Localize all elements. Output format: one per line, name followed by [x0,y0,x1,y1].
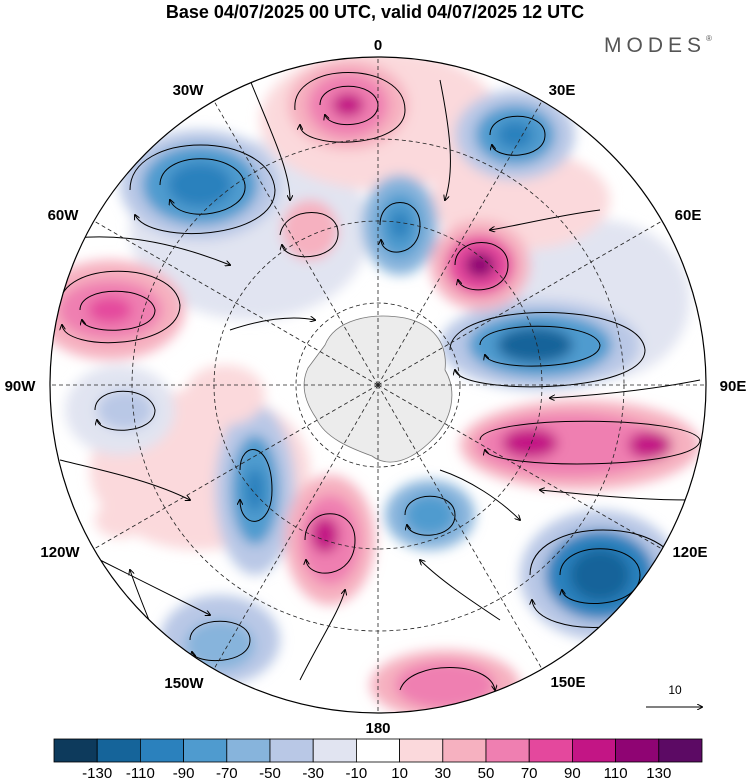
colorbar-tick-label: 50 [477,765,495,782]
lon-label-30w: 30W [173,82,205,99]
colorbar-swatch [53,738,98,763]
lon-label-150e: 150E [550,674,585,691]
lon-label-120w: 120W [40,544,80,561]
lon-label-90e: 90E [720,378,747,395]
reference-vector-label: 10 [668,683,682,697]
colorbar-swatch [139,738,184,763]
colorbar-tick-label: 90 [564,765,581,782]
lon-label-90w: 90W [5,378,37,395]
colorbar-tick-label: 130 [646,765,672,782]
colorbar-tick-label: 70 [520,765,538,782]
colorbar-swatch [183,738,228,763]
lon-label-180: 180 [365,720,390,737]
colorbar-tick-label: -30 [302,765,325,782]
modes-logo: MODES® [604,34,712,57]
colorbar-tick-label: -90 [172,765,195,782]
colorbar-swatch [96,738,141,763]
colorbar-swatch [355,738,400,763]
streamlines [60,72,701,691]
colorbar-swatch [572,738,617,763]
colorbar-swatch [528,738,573,763]
anomaly-field [50,57,706,713]
graticule [50,57,706,713]
lon-label-0: 0 [374,37,382,54]
colorbar-swatch [658,738,703,763]
lon-label-60e: 60E [675,207,702,224]
lon-label-60w: 60W [48,207,80,224]
map-title: Base 04/07/2025 00 UTC, valid 04/07/2025… [165,2,585,22]
colorbar-tick-label: -130 [82,765,113,782]
map-boundary [49,56,707,714]
colorbar-tick-label: -10 [345,765,368,782]
colorbar-swatch [442,738,487,763]
colorbar-swatch [312,738,357,763]
colorbar-tick-label: -70 [215,765,238,782]
lon-label-150w: 150W [164,675,204,692]
lon-label-120e: 120E [672,544,707,561]
colorbar [53,738,703,763]
colorbar-swatch [485,738,530,763]
colorbar-swatch [226,738,271,763]
colorbar-swatch [269,738,314,763]
antarctica-landmass [303,315,453,463]
colorbar-tick-label: -110 [125,765,155,782]
colorbar-swatch [399,738,444,763]
colorbar-tick-label: 10 [391,765,408,782]
colorbar-swatch [615,738,660,763]
lon-label-30e: 30E [549,82,576,99]
colorbar-tick-label: 30 [434,765,452,782]
colorbar-tick-label: 110 [603,765,628,782]
colorbar-tick-label: -50 [259,765,281,782]
